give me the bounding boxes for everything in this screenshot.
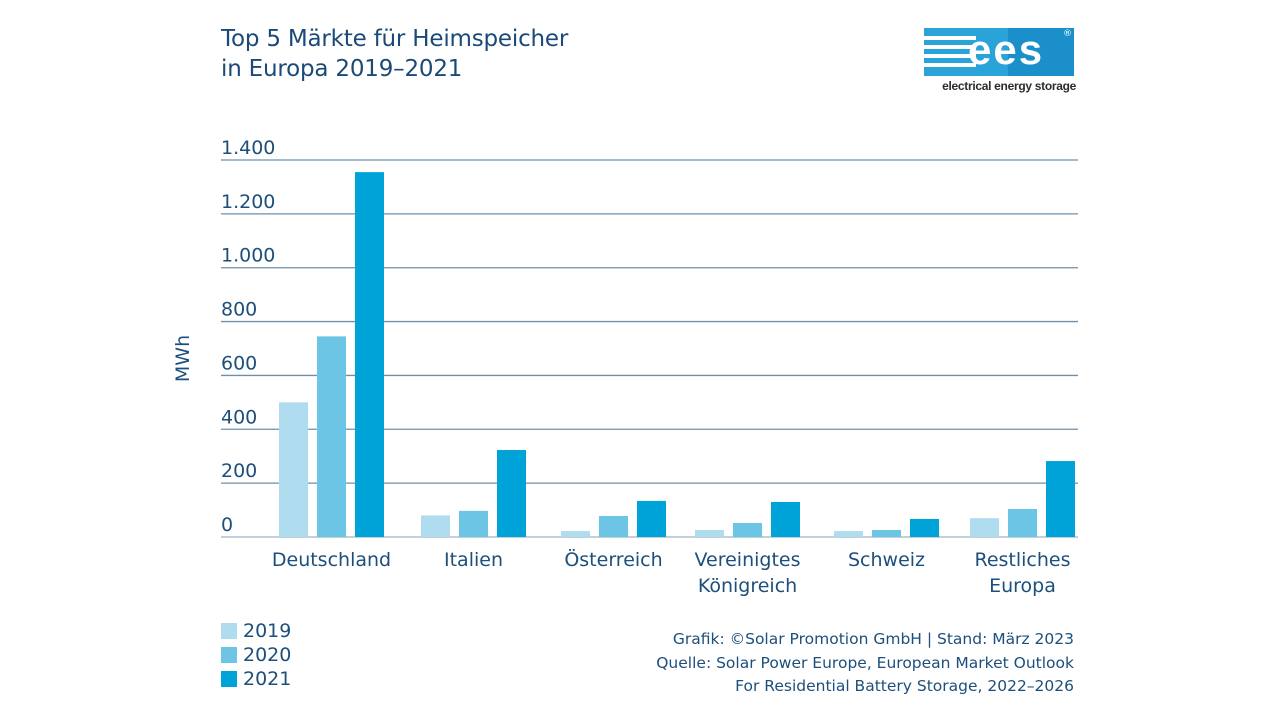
bar-2020-5 [1008,508,1037,537]
category-label-5: Restliches [974,549,1070,571]
source-note: Grafik: ©Solar Promotion GmbH | Stand: M… [656,628,1074,699]
bar-2021-1 [497,450,526,537]
bar-2019-2 [561,531,590,537]
legend-swatch-2019 [221,623,237,639]
bar-2020-2 [599,515,628,537]
bar-2021-3 [771,501,800,537]
legend-swatch-2021 [221,671,237,687]
bar-2020-0 [317,336,346,537]
legend-label-2019: 2019 [243,620,292,642]
bar-2021-5 [1046,461,1075,537]
y-tick-label-1200: 1.200 [221,191,275,213]
bar-2021-0 [355,172,384,537]
category-label-5-line-2: Europa [989,575,1056,597]
legend-item-2021: 2021 [221,667,291,691]
bar-2021-2 [637,500,666,537]
y-tick-label-1000: 1.000 [221,245,275,267]
y-tick-label-200: 200 [221,460,257,482]
ees-logo: ees ® electrical energy storage [924,26,1076,94]
category-label-3-line-2: Königreich [698,575,797,597]
bar-2019-3 [695,529,724,537]
logo-tagline: electrical energy storage [942,79,1076,93]
source-reference-2: For Residential Battery Storage, 2022–20… [735,677,1074,695]
category-label-3: Vereinigtes [695,549,801,571]
bar-2019-4 [834,531,863,537]
legend-label-2020: 2020 [243,644,292,666]
y-tick-label-600: 600 [221,352,257,374]
category-label-4: Schweiz [848,549,925,571]
source-credit: Grafik: ©Solar Promotion GmbH | Stand: M… [672,630,1074,648]
chart-title: Top 5 Märkte für Heimspeicher in Europa … [221,24,568,84]
bar-2019-5 [970,518,999,537]
chart-title-line-1: Top 5 Märkte für Heimspeicher [221,26,569,52]
legend-swatch-2020 [221,647,237,663]
chart-title-line-2: in Europa 2019–2021 [221,56,463,82]
registered-mark-icon: ® [1063,29,1072,39]
source-reference-1: Quelle: Solar Power Europe, European Mar… [656,653,1074,672]
bar-2020-1 [459,510,488,537]
y-tick-label-1400: 1.400 [221,137,275,159]
legend-item-2020: 2020 [221,643,291,667]
logo-stripes-icon [924,28,976,76]
y-tick-label-400: 400 [221,406,257,428]
category-label-0: Deutschland [272,549,391,571]
bar-2020-3 [733,522,762,537]
bar-2019-1 [421,515,450,537]
logo-mark: ees ® [924,26,1074,76]
category-label-1: Italien [444,549,503,571]
y-tick-label-0: 0 [221,514,233,536]
legend: 2019 2020 2021 [221,619,291,691]
legend-item-2019: 2019 [221,619,291,643]
logo-text: ees [968,26,1045,73]
legend-label-2021: 2021 [243,668,292,690]
bar-2020-4 [872,529,901,537]
y-axis-label: MWh [172,335,194,382]
bar-2019-0 [279,402,308,537]
bar-2021-4 [910,518,939,537]
y-tick-label-800: 800 [221,299,257,321]
category-label-2: Österreich [564,548,662,571]
